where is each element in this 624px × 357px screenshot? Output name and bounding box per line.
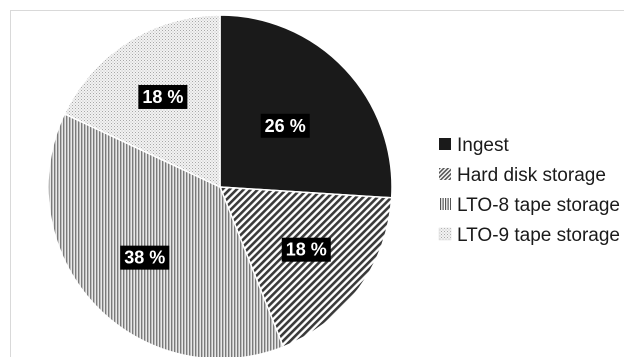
data-label-hard-disk-storage-text: 18 % <box>286 240 327 260</box>
data-label-hard-disk-storage-box <box>281 237 331 262</box>
data-label-lto9-tape-storage-box <box>138 84 188 109</box>
data-label-ingest: 26 % <box>260 113 310 138</box>
legend-item-ingest: Ingest <box>439 135 509 156</box>
slice-ingest <box>219 14 393 199</box>
data-label-ingest-box <box>260 113 310 138</box>
legend-label-lto8-tape-storage: LTO-8 tape storage <box>457 195 620 216</box>
legend-label-lto9-tape-storage: LTO-9 tape storage <box>457 225 620 246</box>
legend-swatch-ingest <box>439 138 451 150</box>
legend-swatch-lto9-tape-storage <box>438 227 452 241</box>
data-label-lto8-tape-storage-text: 38 % <box>124 248 165 268</box>
slice-lto8-tape-storage <box>47 112 285 357</box>
data-label-lto8-tape-storage: 38 % <box>120 245 170 270</box>
legend-label-ingest: Ingest <box>457 135 509 156</box>
legend-swatch-lto8-tape-storage <box>439 198 451 210</box>
data-label-ingest-text: 26 % <box>265 116 306 136</box>
data-label-lto8-tape-storage-box <box>120 245 170 270</box>
data-label-lto9-tape-storage-text: 18 % <box>142 87 183 107</box>
pie-slices <box>47 14 393 357</box>
legend-label-hard-disk-storage: Hard disk storage <box>457 165 606 186</box>
legend-swatch-hard-disk-storage <box>439 168 451 180</box>
legend-item-lto9-tape-storage: LTO-9 tape storage <box>438 225 620 246</box>
data-label-hard-disk-storage: 18 % <box>281 237 331 262</box>
legend: Ingest Hard disk storage LTO-8 tape stor… <box>438 135 620 246</box>
legend-item-hard-disk-storage: Hard disk storage <box>439 165 606 186</box>
legend-item-lto8-tape-storage: LTO-8 tape storage <box>439 195 620 216</box>
data-label-lto9-tape-storage: 18 % <box>138 84 188 109</box>
chart-border <box>10 10 624 357</box>
slice-hard-disk-storage <box>218 186 393 348</box>
pie-data-labels: 26 % 18 % 38 % 18 % <box>120 84 331 270</box>
